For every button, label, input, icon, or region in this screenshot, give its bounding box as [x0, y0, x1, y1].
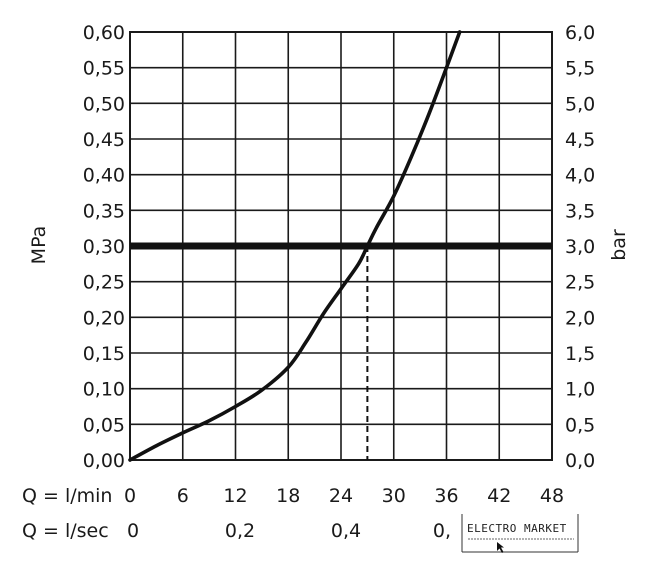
y-tick-left: 0,30: [83, 236, 125, 258]
y-tick-right: 4,0: [565, 165, 595, 187]
y-tick-left: 0,55: [83, 58, 125, 80]
y-tick-right: 4,5: [565, 129, 595, 151]
cursor-icon: [497, 542, 504, 553]
x-tick-lmin: 48: [540, 485, 564, 507]
x-tick-lsec: 0,2: [225, 520, 255, 542]
y-tick-right: 3,0: [565, 236, 595, 258]
x-tick-lmin: 0: [124, 485, 136, 507]
x-axis-lsec-label: Q = l/sec: [22, 520, 109, 542]
x-axis-lmin-label: Q = l/min: [22, 485, 112, 507]
y-tick-left: 0,25: [83, 272, 125, 294]
watermark-logo: ELECTRO MARKET: [461, 511, 590, 555]
y-tick-right: 0,5: [565, 414, 595, 436]
left-axis-label: MPa: [28, 226, 50, 265]
y-tick-left: 0,00: [83, 450, 125, 472]
watermark-brand: ELECTRO MARKET: [467, 522, 567, 535]
x-tick-lmin: 6: [177, 485, 189, 507]
series-group: [128, 30, 552, 462]
y-tick-right: 3,5: [565, 200, 595, 222]
y-tick-left: 0,50: [83, 93, 125, 115]
y-tick-left: 0,35: [83, 200, 125, 222]
x-tick-lmin: 42: [487, 485, 511, 507]
tick-labels: 0,00 0,00,05 0,50,10 1,00,15 1,50,20 2,00,25 2…: [83, 22, 596, 542]
y-tick-right: 1,0: [565, 379, 595, 401]
x-tick-lmin: 24: [329, 485, 353, 507]
y-tick-left: 0,15: [83, 343, 125, 365]
x-tick-lsec: 0,: [433, 520, 451, 542]
x-tick-lmin: 30: [382, 485, 406, 507]
y-tick-left: 0,10: [83, 379, 125, 401]
y-tick-left: 0,20: [83, 307, 125, 329]
x-tick-lsec: 0,4: [331, 520, 361, 542]
y-tick-right: 5,5: [565, 58, 595, 80]
right-axis-label: bar: [608, 229, 630, 261]
x-tick-lmin: 18: [276, 485, 300, 507]
y-tick-left: 0,60: [83, 22, 125, 44]
series-line: [128, 30, 462, 462]
y-tick-left: 0,05: [83, 414, 125, 436]
y-tick-right: 1,5: [565, 343, 595, 365]
y-tick-left: 0,40: [83, 165, 125, 187]
x-tick-lsec: 0: [127, 520, 139, 542]
y-tick-right: 2,0: [565, 307, 595, 329]
x-tick-lmin: 12: [223, 485, 247, 507]
y-tick-right: 5,0: [565, 93, 595, 115]
y-tick-left: 0,45: [83, 129, 125, 151]
y-tick-right: 6,0: [565, 22, 595, 44]
y-tick-right: 2,5: [565, 272, 595, 294]
x-tick-lmin: 36: [434, 485, 458, 507]
y-tick-right: 0,0: [565, 450, 595, 472]
